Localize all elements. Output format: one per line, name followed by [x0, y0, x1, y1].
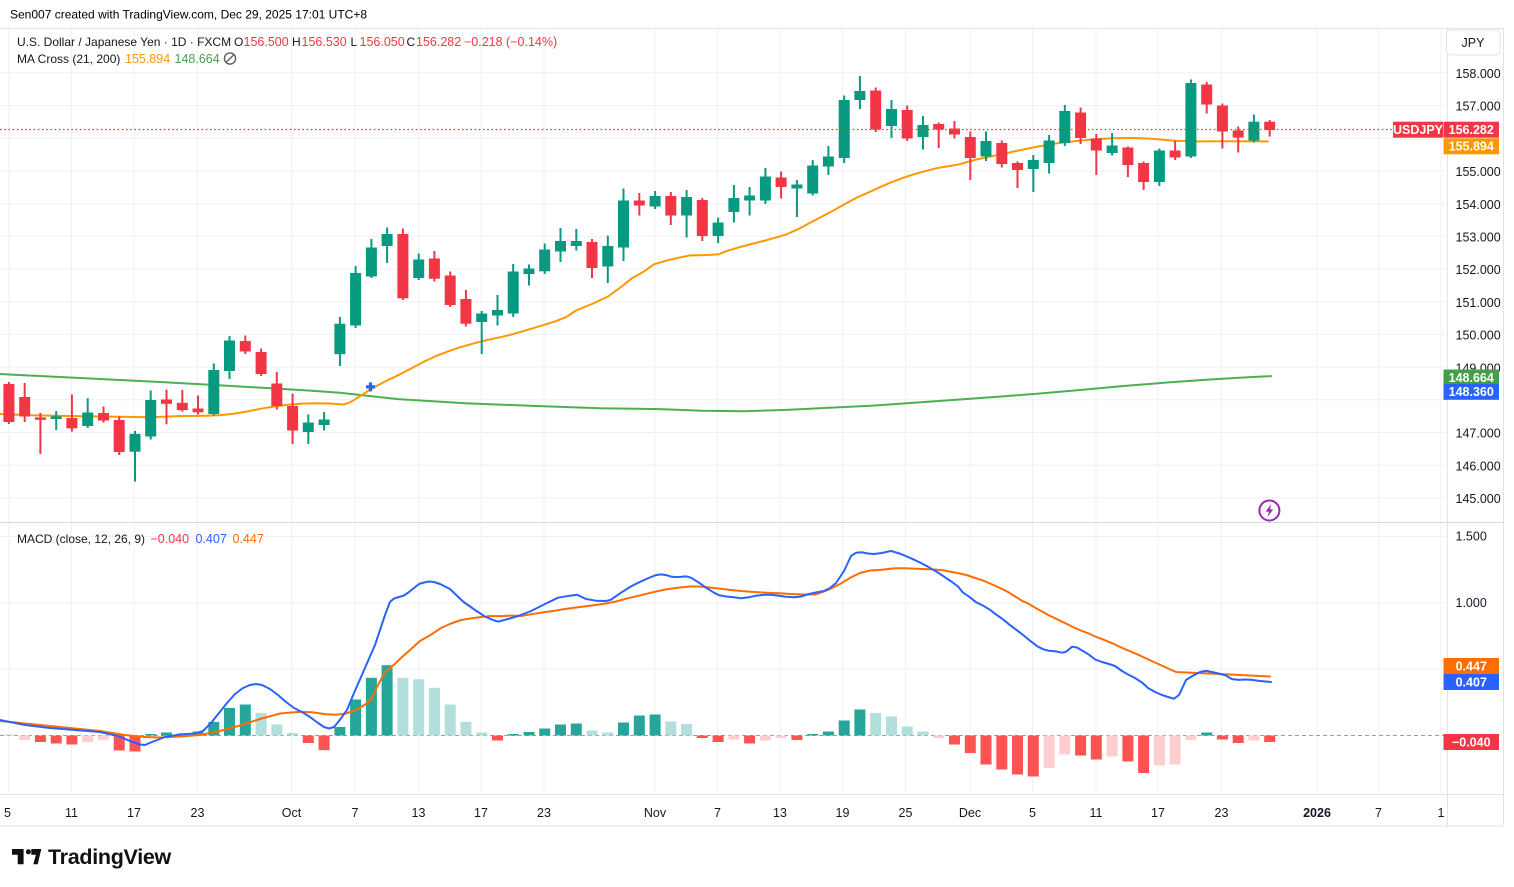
- svg-text:USDJPY: USDJPY: [1393, 123, 1444, 137]
- svg-text:5: 5: [4, 806, 11, 820]
- svg-text:152.000: 152.000: [1456, 263, 1501, 277]
- svg-text:Sen007 created with TradingVie: Sen007 created with TradingView.com, Dec…: [10, 8, 367, 22]
- svg-text:23: 23: [537, 806, 551, 820]
- svg-text:−0.218 (−0.14%): −0.218 (−0.14%): [464, 35, 557, 49]
- svg-text:1.500: 1.500: [1456, 530, 1487, 544]
- svg-text:25: 25: [899, 806, 913, 820]
- svg-text:157.000: 157.000: [1456, 100, 1501, 114]
- svg-text:148.664: 148.664: [175, 52, 220, 66]
- svg-text:150.000: 150.000: [1456, 329, 1501, 343]
- svg-text:153.000: 153.000: [1456, 231, 1501, 245]
- svg-text:148.360: 148.360: [1449, 385, 1494, 399]
- svg-text:TradingView: TradingView: [48, 845, 172, 869]
- svg-text:17: 17: [127, 806, 141, 820]
- svg-text:147.000: 147.000: [1456, 427, 1501, 441]
- svg-text:O: O: [234, 35, 243, 49]
- svg-text:U.S. Dollar / Japanese Yen · 1: U.S. Dollar / Japanese Yen · 1D · FXCM: [17, 35, 231, 49]
- svg-text:1.000: 1.000: [1456, 596, 1487, 610]
- svg-text:Oct: Oct: [282, 806, 302, 820]
- svg-text:5: 5: [1029, 806, 1036, 820]
- svg-text:154.000: 154.000: [1456, 198, 1501, 212]
- svg-text:Dec: Dec: [959, 806, 981, 820]
- svg-text:156.530: 156.530: [302, 35, 347, 49]
- svg-text:C: C: [407, 35, 416, 49]
- svg-text:0.447: 0.447: [233, 532, 264, 546]
- svg-text:156.500: 156.500: [244, 35, 289, 49]
- svg-text:1: 1: [1438, 806, 1445, 820]
- svg-text:156.282: 156.282: [416, 35, 461, 49]
- svg-text:H: H: [292, 35, 301, 49]
- svg-text:19: 19: [836, 806, 850, 820]
- svg-text:7: 7: [1375, 806, 1382, 820]
- svg-text:0.407: 0.407: [196, 532, 227, 546]
- svg-text:MA Cross (21, 200): MA Cross (21, 200): [17, 52, 120, 66]
- svg-text:158.000: 158.000: [1456, 67, 1501, 81]
- svg-text:0.407: 0.407: [1456, 675, 1487, 689]
- svg-text:7: 7: [352, 806, 359, 820]
- svg-text:156.050: 156.050: [360, 35, 405, 49]
- svg-text:155.000: 155.000: [1456, 165, 1501, 179]
- svg-text:23: 23: [1215, 806, 1229, 820]
- svg-text:L: L: [351, 35, 358, 49]
- svg-text:156.282: 156.282: [1449, 123, 1494, 137]
- svg-text:Nov: Nov: [644, 806, 667, 820]
- svg-text:151.000: 151.000: [1456, 296, 1501, 310]
- svg-text:−0.040: −0.040: [151, 532, 190, 546]
- svg-text:23: 23: [191, 806, 205, 820]
- svg-text:17: 17: [474, 806, 488, 820]
- svg-text:JPY: JPY: [1462, 36, 1486, 50]
- svg-text:2026: 2026: [1303, 806, 1331, 820]
- svg-text:146.000: 146.000: [1456, 459, 1501, 473]
- svg-text:145.000: 145.000: [1456, 492, 1501, 506]
- svg-text:13: 13: [773, 806, 787, 820]
- svg-text:13: 13: [412, 806, 426, 820]
- svg-text:148.664: 148.664: [1449, 371, 1494, 385]
- svg-text:11: 11: [1090, 806, 1103, 820]
- svg-text:−0.040: −0.040: [1452, 735, 1491, 749]
- svg-text:155.894: 155.894: [125, 52, 170, 66]
- svg-text:155.894: 155.894: [1449, 140, 1494, 154]
- svg-text:7: 7: [714, 806, 721, 820]
- svg-text:MACD (close, 12, 26, 9): MACD (close, 12, 26, 9): [17, 532, 145, 546]
- svg-text:0.447: 0.447: [1456, 659, 1487, 673]
- svg-text:17: 17: [1151, 806, 1165, 820]
- svg-text:11: 11: [65, 806, 78, 820]
